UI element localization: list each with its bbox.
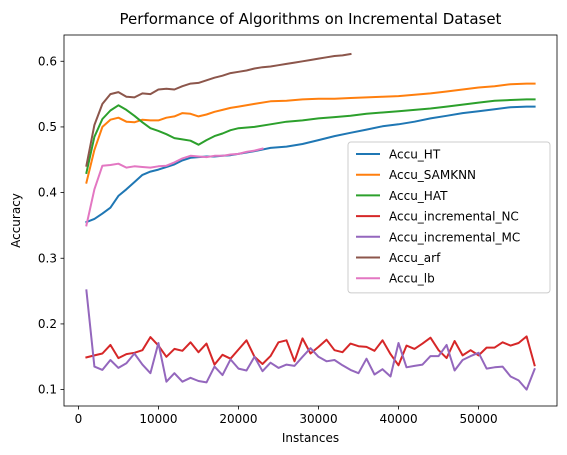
series-line-accu-hat [85,98,536,175]
x-tick-label: 0 [75,412,83,426]
y-axis-title: Accuracy [9,193,23,248]
x-tick-label: 20000 [219,412,257,426]
legend-label: Accu_HT [389,148,441,162]
legend-label: Accu_incremental_NC [389,210,519,224]
legend: Accu_HT Accu_SAMKNN Accu_HAT Accu_increment… [347,141,551,294]
series-line-accu-arf [85,52,352,167]
legend-label: Accu_HAT [389,189,448,203]
y-tick-label: 0.5 [38,120,57,134]
y-tick-label: 0.3 [38,251,57,265]
y-tick-label: 0.4 [38,186,57,200]
x-axis-title: Instances [282,431,339,445]
x-axis: 0 10000 20000 30000 40000 50000 [75,406,498,426]
y-tick-label: 0.1 [38,383,57,397]
series-line-accu-incremental-mc [85,289,536,391]
series-line-accu-samknn [85,82,536,184]
chart-title: Performance of Algorithms on Incremental… [120,10,502,28]
x-tick-label: 30000 [299,412,337,426]
plot-frame [63,34,558,407]
x-tick-label: 40000 [379,412,417,426]
x-tick-label: 10000 [139,412,177,426]
legend-label: Accu_lb [389,272,435,286]
legend-label: Accu_SAMKNN [389,168,476,182]
legend-label: Accu_incremental_MC [389,230,520,244]
legend-label: Accu_arf [389,251,441,265]
series-line-accu-lb [85,147,264,227]
y-tick-label: 0.6 [38,54,57,68]
y-axis: 0.1 0.2 0.3 0.4 0.5 0.6 [38,54,64,397]
series-layer [85,52,536,391]
series-line-accu-incremental-nc [85,335,536,367]
x-tick-label: 50000 [459,412,497,426]
y-tick-label: 0.2 [38,317,57,331]
legend-box [347,141,551,294]
